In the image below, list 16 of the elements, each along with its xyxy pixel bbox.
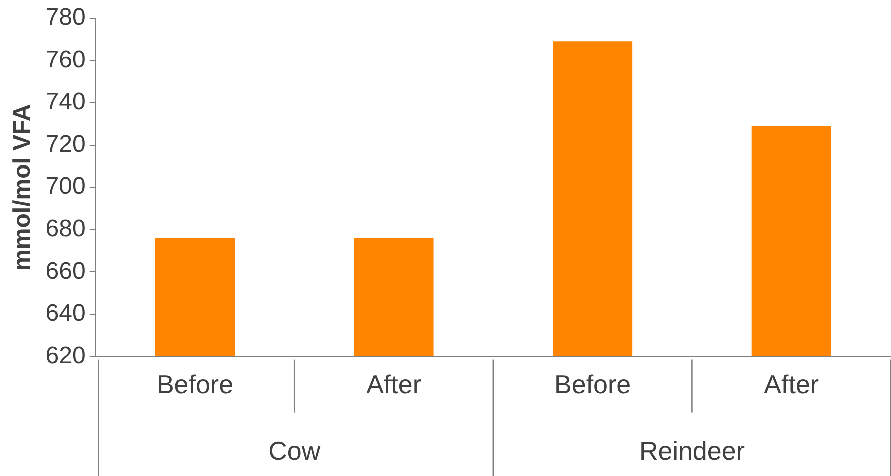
y-tick-label: 620	[46, 342, 86, 370]
y-tick-label: 760	[46, 46, 86, 74]
text: Cow	[268, 436, 321, 466]
x-tick-label: After	[764, 370, 820, 400]
y-tick-label: 640	[46, 300, 86, 328]
x-tick-label: Before	[554, 370, 632, 400]
y-axis-title: mmol/mol VFA	[9, 104, 36, 271]
y-tick-label: 660	[46, 258, 86, 285]
y-tick-label: 720	[46, 130, 86, 158]
x-tick-label: Before	[156, 370, 234, 400]
text: Reindeer	[639, 436, 746, 466]
y-tick-label: 780	[46, 4, 86, 32]
x-tick-label: After	[366, 370, 422, 400]
y-tick-label: 700	[46, 173, 86, 200]
y-tick-label: 740	[46, 88, 86, 116]
y-tick-label: 680	[46, 216, 86, 243]
